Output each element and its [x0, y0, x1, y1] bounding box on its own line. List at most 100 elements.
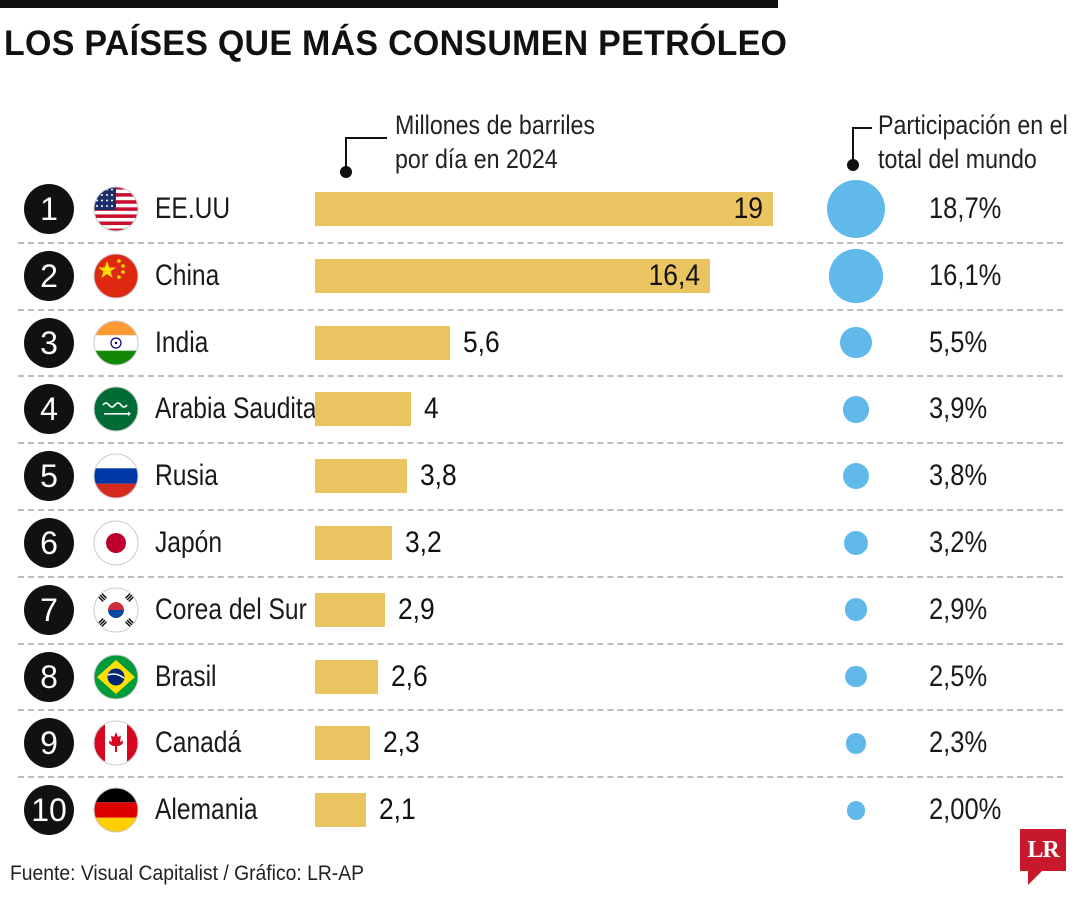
bar — [315, 793, 366, 828]
share-bubble — [845, 733, 867, 754]
row-separator — [18, 375, 1063, 378]
rank-badge: 10 — [24, 785, 74, 836]
bar-value-label: 2,6 — [391, 659, 428, 693]
legend-barrels-line2: por día en 2024 — [395, 144, 558, 174]
legend-barrels-leader-h — [345, 137, 387, 139]
legend-barrels-dot — [340, 166, 352, 178]
china-flag-icon — [93, 253, 139, 299]
japan-flag-icon — [93, 520, 139, 566]
share-value-label: 2,3% — [929, 726, 988, 760]
rank-badge: 7 — [24, 584, 74, 635]
bar-value-label: 16,4 — [648, 258, 700, 292]
share-value-label: 2,9% — [929, 592, 988, 626]
legend-barrels-leader-v — [345, 137, 347, 170]
legend-barrels-label: Millones de barriles por día en 2024 — [395, 108, 595, 176]
share-value-label: 5,5% — [929, 325, 988, 359]
russia-flag-icon — [93, 453, 139, 499]
country-label: EE.UU — [155, 192, 231, 225]
lr-logo-text: LR — [1020, 829, 1066, 871]
bar — [315, 726, 370, 761]
bar-value-label: 2,1 — [379, 793, 416, 827]
legend-share-leader-v — [852, 127, 854, 163]
bar-value-label: 4 — [424, 392, 439, 426]
south-korea-flag-icon — [93, 587, 139, 633]
share-bubble — [844, 598, 868, 622]
share-bubble — [842, 463, 870, 490]
share-bubble — [827, 180, 885, 238]
legend-share-dot — [847, 159, 859, 171]
germany-flag-icon — [93, 787, 139, 833]
legend-share-line2: total del mundo — [878, 144, 1037, 174]
lr-logo: LR — [1020, 829, 1066, 885]
bar — [315, 659, 378, 694]
row-separator — [18, 241, 1063, 244]
bar — [315, 325, 450, 360]
share-value-label: 3,2% — [929, 526, 988, 559]
bar-value-label: 5,6 — [463, 325, 500, 359]
source-credit: Fuente: Visual Capitalist / Gráfico: LR-… — [10, 862, 364, 885]
share-bubble — [845, 665, 867, 688]
legend-share-leader-h — [852, 127, 872, 129]
rank-badge: 2 — [24, 250, 74, 301]
bar — [315, 392, 411, 427]
legend-barrels-line1: Millones de barriles — [395, 110, 596, 140]
row-separator — [18, 642, 1063, 645]
row-separator — [18, 709, 1063, 712]
us-flag-icon — [93, 186, 139, 232]
country-label: Canadá — [155, 726, 242, 760]
rank-badge: 4 — [24, 384, 74, 435]
share-value-label: 3,8% — [929, 459, 988, 493]
bar-value-label: 3,8 — [420, 459, 457, 493]
bar-value-label: 3,2 — [405, 526, 442, 559]
bar — [315, 192, 773, 226]
india-flag-icon — [93, 320, 139, 366]
share-bubble — [842, 396, 870, 423]
rank-badge: 1 — [24, 184, 74, 234]
row-separator — [18, 776, 1063, 779]
bar — [315, 526, 392, 560]
country-label: Arabia Saudita — [155, 392, 317, 426]
lr-logo-tail — [1028, 871, 1042, 885]
rank-badge: 3 — [24, 317, 74, 368]
rank-badge: 5 — [24, 451, 74, 502]
country-label: Rusia — [155, 459, 218, 493]
chart-title: LOS PAÍSES QUE MÁS CONSUMEN PETRÓLEO — [4, 24, 788, 63]
row-separator — [18, 575, 1063, 578]
share-value-label: 3,9% — [929, 392, 988, 426]
bar — [315, 592, 385, 627]
rank-badge: 8 — [24, 651, 74, 702]
row-separator — [18, 442, 1063, 445]
rank-badge: 6 — [24, 518, 74, 568]
share-value-label: 16,1% — [929, 258, 1002, 292]
bar-value-label: 2,3 — [383, 726, 420, 760]
row-separator — [18, 509, 1063, 511]
share-value-label: 2,5% — [929, 659, 988, 693]
row-separator — [18, 308, 1063, 311]
country-label: Corea del Sur — [155, 592, 307, 626]
bar — [315, 258, 710, 293]
share-bubble — [829, 248, 883, 303]
bar — [315, 459, 407, 494]
top-rule — [0, 0, 778, 8]
bar-value-label: 2,9 — [398, 592, 435, 626]
legend-share-line1: Participación en el — [878, 110, 1068, 140]
share-bubble — [840, 326, 872, 359]
share-bubble — [846, 800, 866, 820]
country-label: India — [155, 325, 209, 359]
brazil-flag-icon — [93, 654, 139, 700]
saudi-arabia-flag-icon — [93, 386, 139, 432]
country-label: Japón — [155, 526, 223, 559]
canada-flag-icon — [93, 720, 139, 766]
country-label: Alemania — [155, 793, 258, 827]
bar-value-label: 19 — [733, 192, 763, 225]
country-label: China — [155, 258, 220, 292]
rank-badge: 9 — [24, 718, 74, 769]
